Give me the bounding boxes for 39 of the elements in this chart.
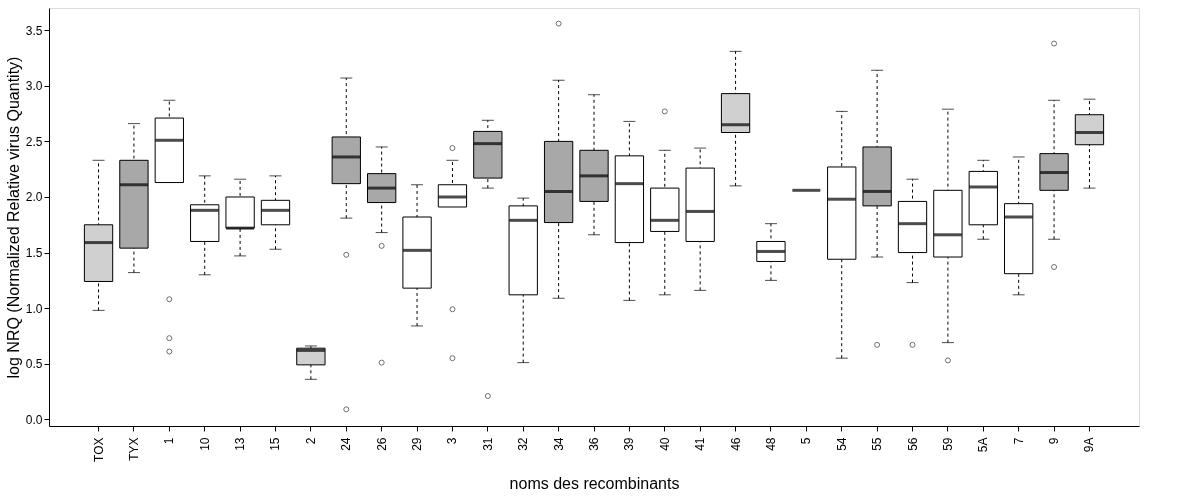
x-tick-label: 59 [940, 437, 955, 451]
y-tick-label: 0.0 [25, 412, 43, 427]
x-tick-label: 24 [339, 437, 354, 451]
y-tick-label: 2.0 [25, 190, 43, 205]
x-tick-label: 29 [410, 437, 425, 451]
x-tick-label: 10 [197, 437, 212, 451]
y-tick-label: 1.0 [25, 301, 43, 316]
y-tick-label: 1.5 [25, 246, 43, 261]
x-tick-label: 56 [905, 437, 920, 451]
x-tick-label: 41 [693, 437, 708, 451]
x-tick-label: 40 [657, 437, 672, 451]
x-tick-label: 9A [1082, 437, 1097, 453]
x-tick-label: 34 [551, 437, 566, 451]
x-tick-label: 31 [480, 437, 495, 451]
x-axis-title: noms des recombinants [509, 474, 680, 492]
x-tick-label: 36 [587, 437, 601, 451]
y-axis-title: log NRQ (Normalized Relative virus Quantity) [4, 56, 22, 379]
x-tick-label: 15 [268, 437, 283, 451]
x-tick-label: 48 [763, 437, 778, 451]
y-tick-label: 2.5 [25, 134, 43, 149]
y-tick-label: 3.0 [25, 79, 43, 94]
x-tick-label: 5A [976, 437, 991, 453]
x-tick-label: 32 [516, 437, 531, 451]
x-tick-label: 5 [799, 437, 814, 445]
x-tick-label: 7 [1011, 437, 1026, 445]
x-tick-label: 1 [162, 437, 177, 445]
x-tick-label: 2 [303, 437, 318, 445]
x-tick-label: 54 [834, 437, 849, 451]
x-tick-label: 39 [622, 437, 637, 451]
x-tick-label: TYX [126, 437, 141, 461]
x-tick-label: TOX [91, 437, 106, 462]
x-tick-label: 26 [374, 437, 389, 451]
x-tick-label: 9 [1047, 437, 1062, 445]
x-tick-label: 55 [870, 437, 885, 451]
x-tick-label: 3 [445, 437, 460, 445]
y-tick-label: 0.5 [25, 357, 43, 372]
x-tick-label: 13 [233, 437, 248, 451]
y-tick-label: 3.5 [25, 23, 43, 38]
x-tick-label: 46 [728, 437, 743, 451]
